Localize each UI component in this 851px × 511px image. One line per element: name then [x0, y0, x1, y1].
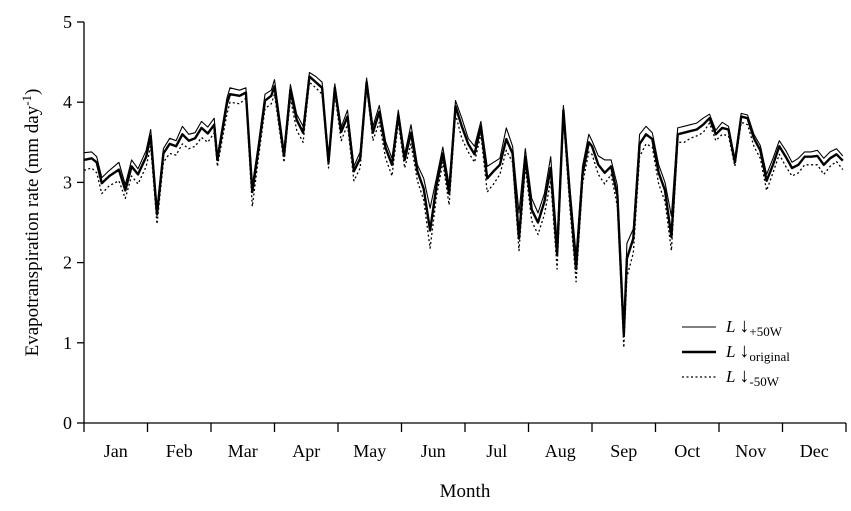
x-tick-label-jun: Jun [421, 441, 446, 461]
legend-symbol: L [725, 342, 739, 361]
x-tick-label-jul: Jul [486, 441, 507, 461]
legend-arrow: ↓ [739, 340, 749, 362]
y-tick-label: 5 [63, 12, 72, 32]
x-axis-title: Month [440, 481, 491, 502]
y-axis-title: Evapotranspiration rate (mm day-1) [19, 89, 43, 357]
legend-entry-dotted: L ↓-50W [725, 365, 780, 389]
legend-symbol: L [725, 317, 739, 336]
legend-symbol: L [725, 367, 739, 386]
y-axis-title-close: ) [22, 89, 43, 95]
y-axis-title-sup: -1 [19, 95, 34, 106]
x-tick-label-aug: Aug [545, 441, 576, 461]
series-layer [83, 71, 844, 349]
y-tick-label: 1 [63, 333, 72, 353]
x-tick-label-dec: Dec [800, 441, 829, 461]
series-line-thick-solid [83, 75, 844, 336]
y-tick-label: 3 [63, 172, 72, 192]
x-tick-label-apr: Apr [292, 441, 320, 461]
y-tick-label: 2 [63, 253, 72, 273]
legend-arrow: ↓ [739, 315, 749, 337]
x-tick-label-jan: Jan [104, 441, 128, 461]
legend-subscript: original [749, 349, 790, 364]
series-line-thin-solid [83, 71, 844, 329]
x-tick-label-nov: Nov [735, 441, 766, 461]
legend-entry-thin-solid: L ↓+50W [725, 315, 783, 339]
legend-subscript: +50W [749, 324, 782, 339]
x-tick-label-may: May [353, 441, 386, 461]
x-tick-label-oct: Oct [674, 441, 700, 461]
legend-arrow: ↓ [739, 365, 749, 387]
axes: 0 1 2 3 4 5 Jan Feb Mar Apr May Jun Jul Aug Sep Oct Nov D… [63, 12, 847, 461]
y-axis-title-main: Evapotranspiration rate (mm day [22, 105, 43, 356]
x-tick-label-mar: Mar [228, 441, 258, 461]
x-tick-label-feb: Feb [166, 441, 193, 461]
legend-entry-thick-solid: L ↓original [725, 340, 790, 364]
y-tick-label: 4 [63, 92, 72, 112]
y-tick-label: 0 [63, 413, 72, 433]
legend-subscript: -50W [749, 374, 779, 389]
x-tick-label-sep: Sep [610, 441, 637, 461]
series-line-dotted [83, 81, 844, 349]
